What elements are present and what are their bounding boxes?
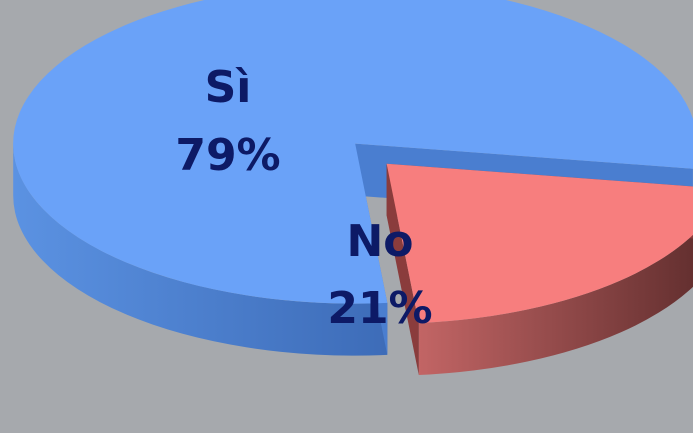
slice-no-side <box>418 234 693 375</box>
slice-no-top <box>386 163 693 323</box>
pie-slices <box>13 0 693 375</box>
slice-value-si: 79% <box>175 130 280 181</box>
slice-si-top <box>13 0 693 304</box>
slice-no <box>386 163 693 375</box>
slice-value-no: 21% <box>327 283 432 334</box>
slice-label-no: No <box>346 216 413 267</box>
slice-si-side <box>13 143 388 356</box>
slice-no-cut-1 <box>386 163 419 375</box>
slice-label-si: Sì <box>205 62 252 113</box>
